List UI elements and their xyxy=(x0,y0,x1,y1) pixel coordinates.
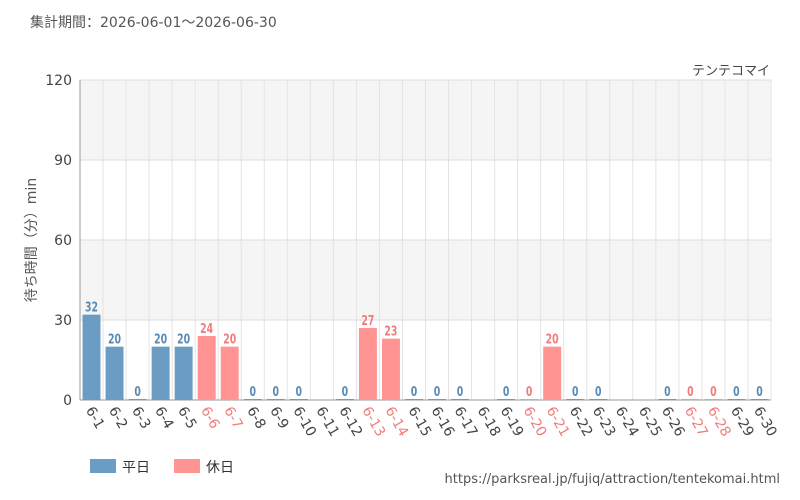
bar-6-29 xyxy=(727,399,746,400)
value-label-6-27: 0 xyxy=(687,384,694,399)
bar-6-1 xyxy=(82,314,101,400)
x-tick-label-6-15: 6-15 xyxy=(405,404,435,440)
value-label-6-15: 0 xyxy=(411,384,418,399)
bar-6-15 xyxy=(405,399,423,400)
value-label-6-10: 0 xyxy=(296,384,303,399)
x-tick-label-6-23: 6-23 xyxy=(589,404,619,440)
collection-period-label: 集計期間：2026-06-01～2026-06-30 xyxy=(30,15,277,31)
x-tick-label-6-4: 6-4 xyxy=(151,404,176,432)
y-tick-label: 60 xyxy=(54,233,72,249)
legend-label-weekday: 平日 xyxy=(122,460,150,476)
x-tick-label-6-19: 6-19 xyxy=(497,404,527,440)
x-tick-label-6-2: 6-2 xyxy=(105,404,130,432)
x-tick-label-6-10: 6-10 xyxy=(289,404,319,440)
y-tick-label: 0 xyxy=(63,393,72,409)
bar-6-28 xyxy=(704,399,723,400)
value-label-6-20: 0 xyxy=(526,384,533,399)
bar-6-8 xyxy=(243,399,262,400)
bar-6-4 xyxy=(151,346,170,400)
value-label-6-8: 0 xyxy=(249,384,256,399)
bar-6-12 xyxy=(335,399,354,400)
bar-6-10 xyxy=(289,399,308,400)
bar-6-22 xyxy=(566,399,585,400)
legend-label-holiday: 休日 xyxy=(206,460,234,476)
bar-6-6 xyxy=(197,336,216,400)
bar-6-16 xyxy=(428,399,446,400)
bar-6-13 xyxy=(358,328,377,400)
value-label-6-21: 20 xyxy=(546,332,559,347)
x-tick-label-6-13: 6-13 xyxy=(358,404,388,440)
bar-6-27 xyxy=(681,399,700,400)
source-url: https://parksreal.jp/fujiq/attraction/te… xyxy=(444,472,780,487)
x-tick-label-6-16: 6-16 xyxy=(428,404,458,440)
x-tick-label-6-24: 6-24 xyxy=(612,404,642,440)
bar-6-3 xyxy=(128,399,147,400)
x-tick-label-6-22: 6-22 xyxy=(566,404,596,440)
x-tick-label-6-6: 6-6 xyxy=(197,404,222,432)
value-label-6-26: 0 xyxy=(664,384,671,399)
x-tick-label-6-5: 6-5 xyxy=(174,404,199,432)
value-label-6-28: 0 xyxy=(710,384,717,399)
y-tick-label: 30 xyxy=(54,313,72,329)
bar-6-5 xyxy=(174,346,193,400)
x-tick-label-6-1: 6-1 xyxy=(82,404,107,432)
legend-swatch-weekday xyxy=(90,459,116,473)
value-label-6-29: 0 xyxy=(733,384,740,399)
x-tick-label-6-25: 6-25 xyxy=(635,404,665,440)
value-label-6-13: 27 xyxy=(361,313,374,328)
bar-6-30 xyxy=(750,399,769,400)
value-label-6-16: 0 xyxy=(434,384,441,399)
x-tick-label-6-8: 6-8 xyxy=(243,404,268,432)
bar-6-9 xyxy=(266,399,285,400)
bar-6-23 xyxy=(589,399,608,400)
legend-swatch-holiday xyxy=(174,459,200,473)
value-label-6-6: 24 xyxy=(200,321,213,336)
bar-6-19 xyxy=(497,399,516,400)
value-label-6-12: 0 xyxy=(342,384,349,399)
x-tick-label-6-27: 6-27 xyxy=(681,404,711,440)
x-tick-label-6-29: 6-29 xyxy=(727,404,757,440)
bar-6-17 xyxy=(451,399,470,400)
value-label-6-14: 23 xyxy=(384,324,397,339)
x-tick-label-6-30: 6-30 xyxy=(750,404,780,440)
attraction-name: テンテコマイ xyxy=(691,64,770,79)
value-label-6-19: 0 xyxy=(503,384,510,399)
x-tick-label-6-26: 6-26 xyxy=(658,404,688,440)
value-label-6-5: 20 xyxy=(177,332,190,347)
value-label-6-23: 0 xyxy=(595,384,602,399)
bar-6-7 xyxy=(220,346,239,400)
value-label-6-2: 20 xyxy=(108,332,121,347)
value-label-6-1: 32 xyxy=(85,300,98,315)
bar-6-20 xyxy=(520,399,539,400)
value-label-6-4: 20 xyxy=(154,332,167,347)
value-label-6-7: 20 xyxy=(223,332,236,347)
bar-6-14 xyxy=(381,338,400,400)
value-label-6-3: 0 xyxy=(134,384,141,399)
value-label-6-9: 0 xyxy=(273,384,280,399)
x-tick-label-6-12: 6-12 xyxy=(335,404,365,440)
value-label-6-30: 0 xyxy=(756,384,763,399)
x-tick-label-6-11: 6-11 xyxy=(312,404,342,440)
value-label-6-22: 0 xyxy=(572,384,579,399)
bar-6-21 xyxy=(543,346,562,400)
x-tick-label-6-14: 6-14 xyxy=(381,404,411,440)
x-tick-label-6-3: 6-3 xyxy=(128,404,153,432)
value-label-6-17: 0 xyxy=(457,384,464,399)
x-tick-label-6-9: 6-9 xyxy=(266,404,291,432)
bar-6-26 xyxy=(658,399,677,400)
x-tick-label-6-18: 6-18 xyxy=(474,404,504,440)
y-axis-label: 待ち時間（分）min xyxy=(24,178,40,302)
x-tick-label-6-21: 6-21 xyxy=(543,404,573,440)
x-tick-label-6-7: 6-7 xyxy=(220,404,245,432)
x-tick-label-6-17: 6-17 xyxy=(451,404,481,440)
bar-6-2 xyxy=(105,346,124,400)
x-tick-label-6-28: 6-28 xyxy=(704,404,734,440)
y-tick-label: 120 xyxy=(45,73,72,89)
x-tick-label-6-20: 6-20 xyxy=(520,404,550,440)
y-tick-label: 90 xyxy=(54,153,72,169)
